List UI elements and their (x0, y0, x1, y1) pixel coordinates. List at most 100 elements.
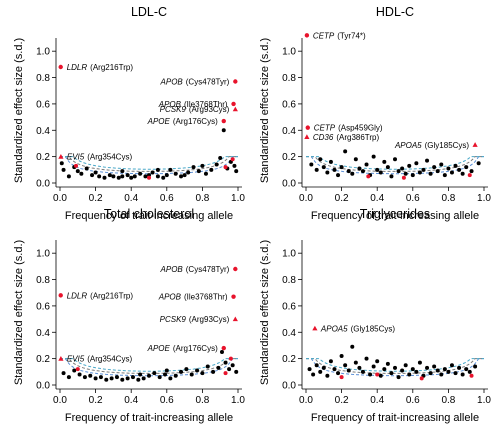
data-point (375, 359, 380, 364)
data-point (152, 371, 157, 376)
data-point (464, 165, 469, 170)
data-point (147, 373, 151, 378)
variant-annotation: CETP (Tyr74*) (313, 31, 366, 40)
gene-name: APOB (160, 265, 184, 274)
chart-title: Triglycerides (360, 207, 430, 221)
x-tick-label: 0.8 (441, 395, 455, 406)
data-point-highlight (366, 174, 371, 179)
chart-title: LDL-C (131, 5, 167, 19)
data-point (385, 361, 390, 366)
data-point (205, 364, 210, 369)
data-point (97, 174, 102, 179)
y-tick-label: 0.8 (282, 73, 296, 84)
y-tick-label: 0.2 (36, 152, 50, 163)
y-tick-label: 0.4 (36, 328, 50, 339)
x-tick-label: 0.8 (441, 193, 455, 204)
variant-name: (Arg93Cys) (189, 105, 230, 114)
power-threshold-curve (60, 156, 238, 170)
y-tick-label: 0.0 (36, 179, 50, 190)
data-point (360, 369, 365, 374)
data-point (473, 364, 478, 369)
data-point (150, 170, 155, 175)
x-tick-label: 1.0 (477, 395, 491, 406)
panel-hdl-c: HDL-C 0.0 0.2 0.4 0.6 0.8 1.0 0.0 0.2 0.4 0.6 0.8 1.… (259, 5, 491, 222)
y-tick-label: 0.4 (36, 126, 50, 137)
x-tick-label: 1.0 (477, 193, 491, 204)
gene-name: LDLR (67, 63, 88, 72)
variant-marker-triangle (58, 154, 64, 159)
y-tick-label: 0.2 (36, 354, 50, 365)
data-point (230, 363, 235, 368)
data-point (371, 154, 376, 159)
x-tick-label: 0.2 (335, 193, 349, 204)
data-point (357, 365, 362, 370)
data-point (157, 375, 162, 380)
data-point (439, 162, 444, 167)
data-point (61, 167, 66, 172)
data-point-highlight (223, 165, 228, 170)
gene-name: EVI5 (67, 355, 85, 364)
x-axis-label: Frequency of trait-increasing allele (311, 412, 479, 424)
data-point (143, 174, 148, 179)
gene-name: APOE (147, 344, 171, 353)
data-point-highlight (419, 376, 424, 381)
data-point (93, 376, 98, 381)
data-point (321, 365, 326, 370)
variant-name: (Arg354Cys) (87, 355, 132, 364)
data-point (396, 169, 401, 174)
data-point (120, 174, 125, 179)
x-tick-label: 0.0 (53, 193, 67, 204)
data-point (138, 171, 143, 176)
data-point (234, 369, 239, 374)
gene-name: CETP (314, 124, 336, 133)
data-point (446, 369, 451, 374)
data-point (211, 369, 216, 374)
data-point (350, 171, 355, 176)
gene-name: APOE (147, 117, 171, 126)
data-point (414, 161, 419, 166)
y-tick-label: 1.0 (36, 249, 50, 260)
x-tick-label: 0.0 (53, 395, 67, 406)
gene-name: EVI5 (67, 153, 85, 162)
data-point (425, 158, 430, 163)
data-point (353, 360, 358, 365)
variant-annotation: APOB (Cys478Tyr) (160, 265, 230, 274)
gene-name: PCSK9 (160, 105, 187, 114)
data-point (393, 365, 397, 370)
variant-name: (Arg93Cys) (189, 315, 230, 324)
data-point (428, 371, 433, 376)
data-point (325, 373, 330, 378)
data-point (90, 173, 95, 178)
y-tick-label: 0.6 (282, 301, 296, 312)
data-point (389, 371, 394, 376)
y-axis-label: Standardized effect size (s.d.) (259, 38, 271, 183)
variant-name: (Arg354Cys) (87, 153, 132, 162)
x-tick-label: 0.6 (160, 395, 174, 406)
data-point (164, 368, 169, 373)
data-point (407, 163, 412, 168)
data-point (125, 376, 130, 381)
x-tick-label: 0.6 (160, 193, 174, 204)
data-point (435, 169, 440, 174)
variant-marker (58, 64, 63, 70)
variant-marker (233, 79, 238, 84)
data-point (325, 170, 330, 175)
data-point-highlight (469, 373, 474, 378)
data-point (457, 167, 462, 172)
data-point (442, 173, 447, 178)
data-point (357, 166, 362, 171)
data-point (378, 373, 383, 378)
data-point (120, 377, 125, 382)
data-point (385, 165, 390, 170)
variant-annotation: APOA5 (Gly185Cys) (320, 324, 395, 333)
data-point (196, 169, 201, 174)
data-point (403, 171, 408, 176)
data-point (311, 372, 316, 377)
x-tick-label: 0.2 (89, 193, 103, 204)
variant-name: (Cys478Tyr) (186, 265, 230, 274)
gene-name: APOA5 (320, 324, 348, 333)
data-point (203, 171, 208, 176)
data-point-highlight (230, 157, 235, 162)
variant-marker (221, 345, 226, 351)
